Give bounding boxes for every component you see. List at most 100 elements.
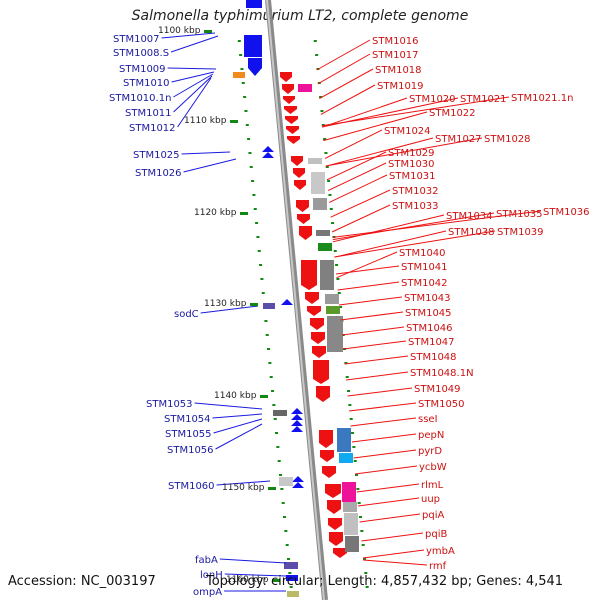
right-gene-label[interactable]: ymbA xyxy=(426,546,455,557)
left-gene-label[interactable]: STM1053 xyxy=(146,399,193,410)
right-gene-label[interactable]: STM1017 xyxy=(372,50,419,61)
reverse-gene-arrow xyxy=(262,152,274,158)
right-gene-label[interactable]: STM1048.1N xyxy=(410,368,474,379)
right-gene-label[interactable]: STM1034 xyxy=(446,211,493,222)
forward-gene xyxy=(301,260,317,290)
kbp-label: 1160 kbp xyxy=(226,575,269,585)
right-gene-label[interactable]: STM1049 xyxy=(414,384,461,395)
right-gene-label[interactable]: STM1047 xyxy=(408,337,455,348)
leader-line xyxy=(329,174,388,203)
right-gene-label[interactable]: sseI xyxy=(418,414,438,425)
right-gene-label[interactable]: STM1028 xyxy=(484,134,531,145)
leader-line xyxy=(319,68,374,100)
left-gene-label[interactable]: sodC xyxy=(174,309,199,320)
map-title: Salmonella typhimurium LT2, complete gen… xyxy=(131,8,469,24)
right-gene-label[interactable]: STM1045 xyxy=(405,308,452,319)
right-gene-label[interactable]: STM1031 xyxy=(389,171,436,182)
left-gene-labels: STM1007 STM1008.S STM1009 STM1010 STM1010.1n… xyxy=(109,34,223,598)
right-gene-label[interactable]: STM1050 xyxy=(418,399,465,410)
right-gene-label[interactable]: STM1016 xyxy=(372,36,419,47)
minor-tick xyxy=(249,166,253,168)
right-gene-label[interactable]: STM1036 xyxy=(543,207,590,218)
left-gene-label[interactable]: STM1054 xyxy=(164,414,211,425)
left-gene-label[interactable]: fabA xyxy=(195,555,218,566)
minor-tick xyxy=(328,194,332,196)
left-gene-label[interactable]: STM1010 xyxy=(123,78,170,89)
topology-label: Topology: circular; Length: 4,857,432 bp… xyxy=(206,574,564,589)
leader-line xyxy=(324,129,383,159)
leader-line xyxy=(330,189,391,218)
right-gene-label[interactable]: STM1018 xyxy=(375,65,422,76)
minor-tick xyxy=(363,558,367,560)
minor-tick xyxy=(345,376,349,378)
minor-tick xyxy=(276,446,280,448)
forward-gene xyxy=(291,156,303,166)
right-gene-label[interactable]: STM1022 xyxy=(429,108,476,119)
minor-tick xyxy=(281,502,285,504)
right-gene-label[interactable]: STM1033 xyxy=(392,201,439,212)
left-gene-label[interactable]: STM1025 xyxy=(133,150,180,161)
gene-block xyxy=(308,158,322,164)
minor-tick xyxy=(252,194,256,196)
right-gene-label[interactable]: STM1029 xyxy=(388,148,435,159)
right-gene-label[interactable]: pqiB xyxy=(425,529,447,540)
leader-line xyxy=(173,75,213,113)
right-gene-label[interactable]: STM1027 xyxy=(435,134,482,145)
left-gene-label[interactable]: STM1010.1n xyxy=(109,93,171,104)
right-gene-label[interactable]: STM1032 xyxy=(392,186,439,197)
right-gene-label[interactable]: STM1043 xyxy=(404,293,451,304)
right-gene-label[interactable]: pqiA xyxy=(422,510,444,521)
right-gene-label[interactable]: STM1021 xyxy=(460,94,507,105)
left-gene-label[interactable]: STM1012 xyxy=(129,123,176,134)
major-tick xyxy=(268,487,276,490)
minor-tick xyxy=(339,306,343,308)
right-gene-label[interactable]: pyrD xyxy=(418,446,442,457)
minor-tick xyxy=(327,180,331,182)
leader-line xyxy=(219,558,287,564)
leader-line xyxy=(344,355,409,365)
left-gene-label[interactable]: STM1009 xyxy=(119,64,166,75)
reverse-gene-arrow xyxy=(262,146,274,152)
gene-block xyxy=(316,230,330,236)
leader-line xyxy=(325,137,483,167)
right-gene-label[interactable]: rmf xyxy=(429,561,447,572)
kbp-label: 1100 kbp xyxy=(158,26,201,36)
major-tick xyxy=(260,395,268,398)
right-gene-label[interactable]: STM1039 xyxy=(497,227,544,238)
right-gene-label[interactable]: pepN xyxy=(418,430,444,441)
left-gene-label[interactable]: STM1007 xyxy=(113,34,160,45)
kbp-label: 1110 kbp xyxy=(184,116,227,126)
right-gene-label[interactable]: STM1030 xyxy=(388,159,435,170)
left-gene-label[interactable]: STM1011 xyxy=(125,108,172,119)
right-gene-label[interactable]: STM1020 xyxy=(409,94,456,105)
right-gene-label[interactable]: STM1035 xyxy=(496,209,543,220)
forward-gene xyxy=(333,548,347,558)
left-gene-label[interactable]: STM1060 xyxy=(168,481,215,492)
leader-line xyxy=(215,423,263,450)
right-gene-label[interactable]: STM1041 xyxy=(401,262,448,273)
left-gene-label[interactable]: lonH xyxy=(200,570,223,581)
right-gene-label[interactable]: STM1019 xyxy=(377,81,424,92)
forward-gene xyxy=(310,318,324,330)
right-gene-label[interactable]: uup xyxy=(421,494,440,505)
right-gene-label[interactable]: STM1038 xyxy=(448,227,495,238)
right-gene-label[interactable]: ycbW xyxy=(419,462,447,473)
left-gene-label[interactable]: STM1008.S xyxy=(113,48,169,59)
right-gene-label[interactable]: STM1046 xyxy=(406,323,453,334)
right-gene-label[interactable]: STM1040 xyxy=(399,248,446,259)
left-gene-label[interactable]: ompA xyxy=(193,587,222,598)
left-gene-label[interactable]: STM1026 xyxy=(135,168,182,179)
right-gene-label[interactable]: STM1042 xyxy=(401,278,448,289)
right-gene-label[interactable]: STM1024 xyxy=(384,126,431,137)
forward-gene xyxy=(293,168,305,178)
minor-tick xyxy=(260,278,264,280)
major-tick xyxy=(250,303,258,306)
right-gene-label[interactable]: STM1048 xyxy=(410,352,457,363)
minor-tick xyxy=(280,488,284,490)
right-gene-label[interactable]: rlmL xyxy=(421,480,444,491)
right-gene-label[interactable]: STM1021.1n xyxy=(511,93,573,104)
minor-tick xyxy=(337,292,341,294)
leader-line xyxy=(216,480,271,486)
left-gene-label[interactable]: STM1056 xyxy=(167,445,214,456)
left-gene-label[interactable]: STM1055 xyxy=(165,429,212,440)
